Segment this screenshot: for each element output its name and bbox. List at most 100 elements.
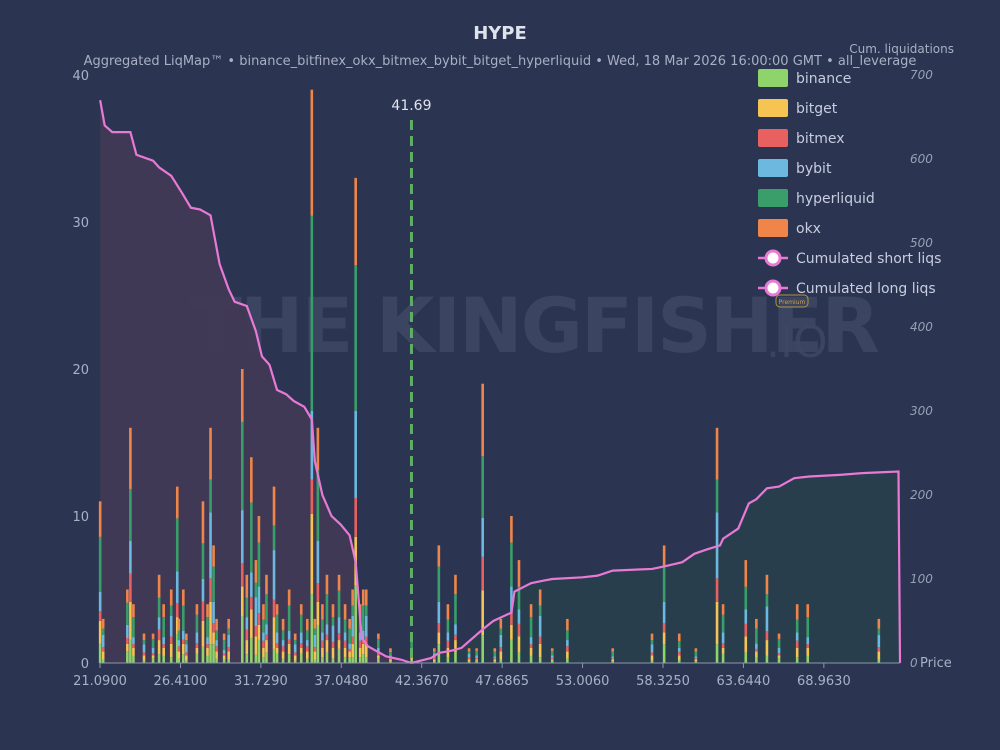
bar-segment-hyperliquid xyxy=(126,602,129,625)
bar-segment-okx xyxy=(331,604,335,618)
bar-segment-hyperliquid xyxy=(321,619,324,633)
liq-bar xyxy=(182,589,185,663)
bar-segment-bitmex xyxy=(257,613,261,625)
bar-segment-binance xyxy=(538,657,542,663)
bar-segment-hyperliquid xyxy=(529,617,533,638)
bar-segment-bybit xyxy=(538,615,542,637)
bar-segment-bybit xyxy=(275,632,279,644)
bar-segment-bybit xyxy=(101,634,105,648)
bar-segment-hyperliquid xyxy=(245,597,249,618)
bar-segment-hyperliquid xyxy=(337,590,341,618)
bar-segment-okx xyxy=(293,633,297,641)
bar-segment-bitmex xyxy=(240,563,244,587)
bar-segment-hyperliquid xyxy=(364,605,368,616)
bar-segment-bitmex xyxy=(175,603,179,618)
bar-segment-binance xyxy=(151,658,155,663)
bar-segment-hyperliquid xyxy=(325,594,329,625)
bar-segment-bitget xyxy=(142,655,146,661)
liq-bar xyxy=(611,648,615,663)
bar-segment-bitmex xyxy=(715,578,719,602)
bar-segment-binance xyxy=(316,625,320,663)
bar-segment-hyperliquid xyxy=(517,586,521,610)
bar-segment-okx xyxy=(566,618,569,631)
bar-segment-bitmex xyxy=(101,647,105,652)
bar-segment-binance xyxy=(343,657,347,663)
liq-bar xyxy=(227,618,230,663)
bar-segment-bitmex xyxy=(132,644,135,648)
legend-label: hyperliquid xyxy=(796,191,875,207)
bar-segment-bybit xyxy=(777,647,781,654)
bar-segment-bitmex xyxy=(321,640,324,648)
bar-segment-hyperliquid xyxy=(806,617,810,638)
liq-bar xyxy=(305,618,309,663)
bar-segment-okx xyxy=(765,574,769,595)
liq-bar xyxy=(877,618,881,663)
bar-segment-bitmex xyxy=(877,647,881,652)
legend-marker xyxy=(764,279,782,297)
bar-segment-hyperliquid xyxy=(354,265,357,411)
watermark-badge: Premium xyxy=(779,299,806,306)
x-tick-label: 26.4100 xyxy=(154,674,208,689)
bar-segment-bitget xyxy=(265,640,268,653)
bar-segment-bitget xyxy=(293,655,297,661)
right-tick-label: 400 xyxy=(910,320,933,334)
bar-segment-bybit xyxy=(299,632,303,644)
bar-segment-binance xyxy=(254,654,258,663)
bar-segment-okx xyxy=(437,545,441,567)
right-axis-label: Cum. liquidations xyxy=(849,42,954,56)
liq-bar xyxy=(169,589,173,663)
bar-segment-okx xyxy=(361,589,365,606)
bar-segment-okx xyxy=(201,501,205,544)
bar-segment-okx xyxy=(305,618,309,631)
bar-segment-bybit xyxy=(358,632,362,641)
bar-segment-bitmex xyxy=(377,653,380,656)
bar-segment-okx xyxy=(351,589,354,606)
bar-segment-okx xyxy=(177,618,181,631)
bar-segment-bybit xyxy=(250,572,253,598)
bar-segment-bybit xyxy=(481,517,484,557)
bar-segment-bitmex xyxy=(795,640,799,648)
bar-segment-hyperliquid xyxy=(209,479,212,513)
liq-bar xyxy=(162,604,165,663)
bar-segment-bitget xyxy=(250,609,253,639)
bar-segment-hyperliquid xyxy=(250,502,253,573)
bar-segment-okx xyxy=(182,589,185,606)
bar-segment-bybit xyxy=(310,410,314,480)
bar-segment-binance xyxy=(215,658,218,663)
bar-segment-binance xyxy=(677,660,681,663)
bar-segment-hyperliquid xyxy=(195,614,199,633)
bar-segment-bybit xyxy=(262,632,265,641)
bar-segment-binance xyxy=(175,634,179,663)
bar-segment-bybit xyxy=(316,540,320,584)
bar-segment-bitget xyxy=(755,651,758,658)
bar-segment-bitmex xyxy=(694,658,698,660)
liq-bar xyxy=(364,589,368,663)
bar-segment-okx xyxy=(195,604,199,615)
bar-segment-bybit xyxy=(240,510,244,564)
bar-segment-hyperliquid xyxy=(157,597,161,618)
bar-segment-bitget xyxy=(446,647,450,658)
x-tick-label: 21.0900 xyxy=(73,674,127,689)
bar-segment-bybit xyxy=(151,647,155,654)
bar-segment-bybit xyxy=(287,630,291,640)
bar-segment-binance xyxy=(795,657,799,663)
bar-segment-hyperliquid xyxy=(454,594,457,625)
liq-bar xyxy=(287,589,291,663)
liq-bar xyxy=(538,589,542,663)
liq-bar xyxy=(245,574,249,663)
liq-bar xyxy=(510,516,513,663)
bar-segment-bybit xyxy=(129,540,132,574)
bar-segment-hyperliquid xyxy=(795,619,799,633)
bar-segment-bitmex xyxy=(337,633,341,641)
bar-segment-okx xyxy=(157,574,161,598)
liq-bar xyxy=(550,648,554,663)
bar-segment-binance xyxy=(529,655,533,663)
liq-bar xyxy=(475,648,478,663)
bar-segment-bitmex xyxy=(437,623,441,633)
bar-segment-bitmex xyxy=(316,583,320,602)
bar-segment-bitget xyxy=(529,647,533,656)
legend-item: bybit xyxy=(758,159,832,177)
bar-segment-bitmex xyxy=(227,647,230,652)
bar-segment-bybit xyxy=(499,634,503,648)
bar-segment-bitmex xyxy=(98,611,102,621)
